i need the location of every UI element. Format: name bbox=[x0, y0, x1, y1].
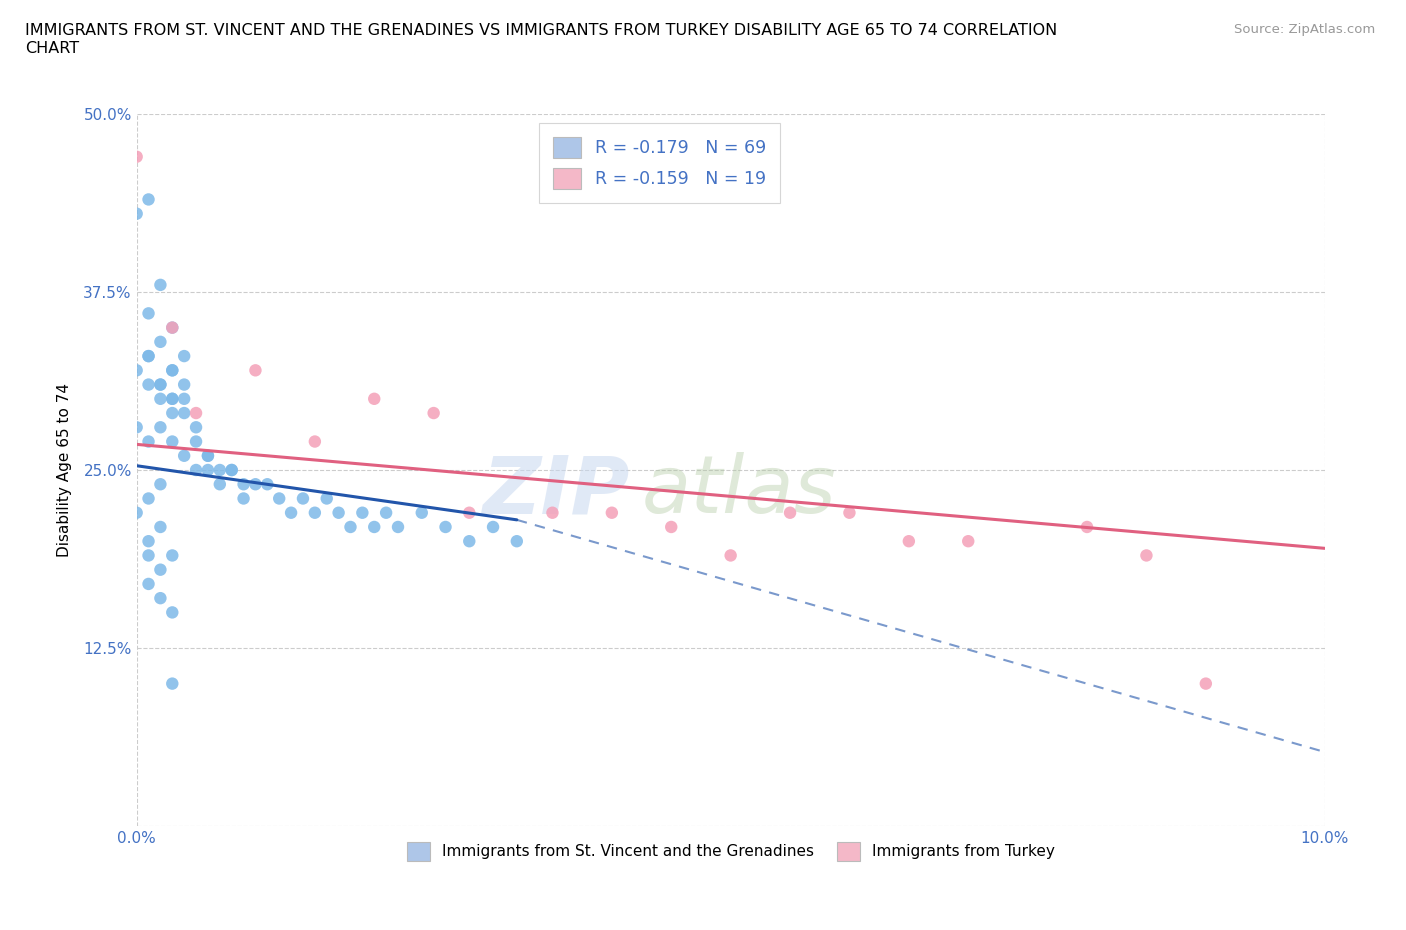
Point bbox=[957, 534, 980, 549]
Point bbox=[184, 419, 207, 434]
Point bbox=[232, 477, 254, 492]
Point bbox=[125, 150, 148, 165]
Point bbox=[173, 349, 195, 364]
Text: ZIP: ZIP bbox=[482, 452, 630, 530]
Point bbox=[197, 448, 219, 463]
Point bbox=[138, 491, 160, 506]
Point bbox=[125, 505, 148, 520]
Text: atlas: atlas bbox=[641, 452, 837, 530]
Point bbox=[149, 477, 172, 492]
Text: Source: ZipAtlas.com: Source: ZipAtlas.com bbox=[1234, 23, 1375, 36]
Point bbox=[328, 505, 350, 520]
Point bbox=[208, 462, 231, 477]
Point bbox=[162, 320, 184, 335]
Point bbox=[162, 392, 184, 406]
Point bbox=[184, 434, 207, 449]
Point bbox=[838, 505, 860, 520]
Point bbox=[197, 462, 219, 477]
Point bbox=[125, 419, 148, 434]
Point bbox=[221, 462, 243, 477]
Point bbox=[138, 534, 160, 549]
Point bbox=[138, 192, 160, 206]
Point bbox=[138, 577, 160, 591]
Point bbox=[245, 477, 267, 492]
Point bbox=[304, 505, 326, 520]
Point bbox=[363, 392, 385, 406]
Point bbox=[162, 605, 184, 620]
Y-axis label: Disability Age 65 to 74: Disability Age 65 to 74 bbox=[58, 383, 72, 557]
Point bbox=[363, 520, 385, 535]
Point bbox=[339, 520, 361, 535]
Point bbox=[208, 477, 231, 492]
Point bbox=[138, 548, 160, 563]
Point bbox=[434, 520, 457, 535]
Point bbox=[138, 378, 160, 392]
Point bbox=[138, 349, 160, 364]
Point bbox=[304, 434, 326, 449]
Point bbox=[125, 363, 148, 378]
Point bbox=[280, 505, 302, 520]
Point bbox=[149, 563, 172, 578]
Point bbox=[291, 491, 314, 506]
Point bbox=[600, 505, 623, 520]
Point bbox=[138, 349, 160, 364]
Point bbox=[458, 534, 481, 549]
Point bbox=[720, 548, 742, 563]
Point bbox=[149, 392, 172, 406]
Point bbox=[256, 477, 278, 492]
Point bbox=[173, 392, 195, 406]
Point bbox=[173, 448, 195, 463]
Point bbox=[197, 448, 219, 463]
Point bbox=[138, 306, 160, 321]
Point bbox=[149, 419, 172, 434]
Point bbox=[245, 363, 267, 378]
Point bbox=[506, 534, 529, 549]
Point bbox=[375, 505, 398, 520]
Point bbox=[184, 462, 207, 477]
Point bbox=[1076, 520, 1098, 535]
Point bbox=[411, 505, 433, 520]
Point bbox=[232, 491, 254, 506]
Point bbox=[162, 676, 184, 691]
Point bbox=[482, 520, 505, 535]
Point bbox=[221, 462, 243, 477]
Point bbox=[352, 505, 374, 520]
Point bbox=[387, 520, 409, 535]
Point bbox=[125, 206, 148, 221]
Point bbox=[149, 520, 172, 535]
Point bbox=[138, 434, 160, 449]
Point bbox=[149, 591, 172, 605]
Point bbox=[422, 405, 444, 420]
Point bbox=[315, 491, 337, 506]
Point bbox=[162, 405, 184, 420]
Point bbox=[162, 434, 184, 449]
Legend: Immigrants from St. Vincent and the Grenadines, Immigrants from Turkey: Immigrants from St. Vincent and the Gren… bbox=[399, 834, 1063, 869]
Point bbox=[162, 363, 184, 378]
Point bbox=[1135, 548, 1157, 563]
Point bbox=[162, 363, 184, 378]
Point bbox=[659, 520, 682, 535]
Point bbox=[779, 505, 801, 520]
Point bbox=[162, 392, 184, 406]
Text: IMMIGRANTS FROM ST. VINCENT AND THE GRENADINES VS IMMIGRANTS FROM TURKEY DISABIL: IMMIGRANTS FROM ST. VINCENT AND THE GREN… bbox=[25, 23, 1057, 56]
Point bbox=[173, 378, 195, 392]
Point bbox=[162, 548, 184, 563]
Point bbox=[149, 378, 172, 392]
Point bbox=[269, 491, 291, 506]
Point bbox=[897, 534, 920, 549]
Point bbox=[162, 320, 184, 335]
Point bbox=[173, 405, 195, 420]
Point bbox=[1195, 676, 1218, 691]
Point bbox=[149, 335, 172, 350]
Point bbox=[541, 505, 564, 520]
Point bbox=[149, 378, 172, 392]
Point bbox=[458, 505, 481, 520]
Point bbox=[149, 277, 172, 292]
Point bbox=[184, 405, 207, 420]
